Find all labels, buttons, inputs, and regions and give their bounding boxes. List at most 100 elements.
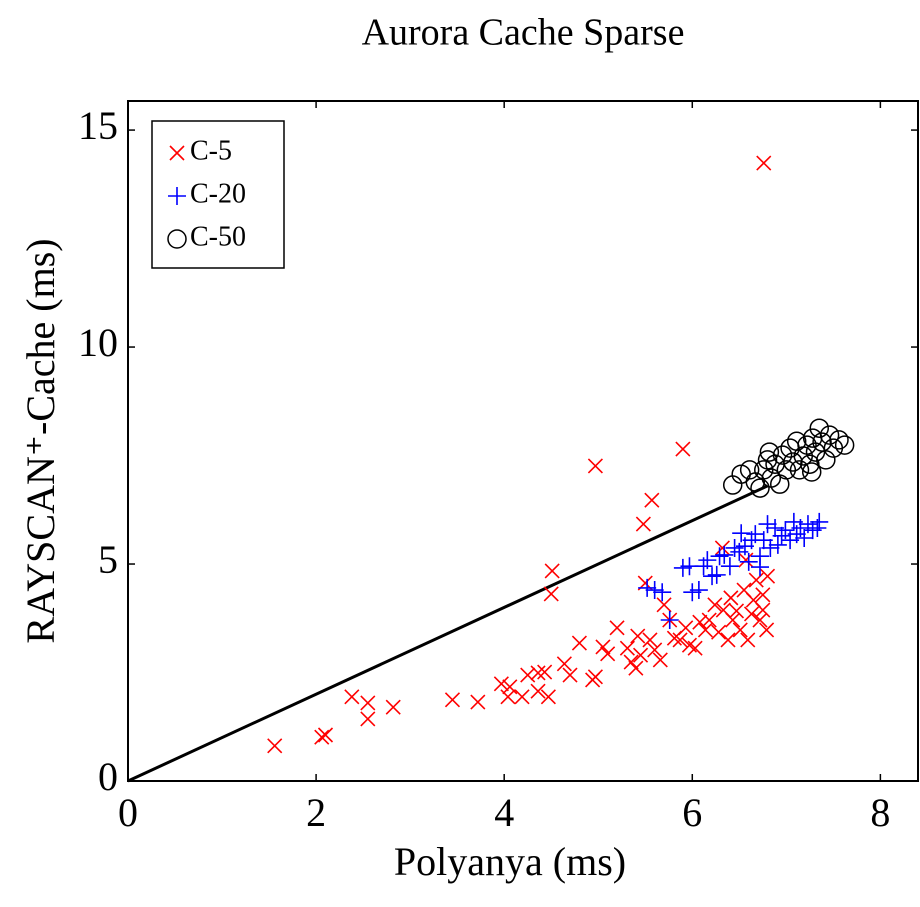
point	[755, 602, 771, 618]
legend-label: C-50	[190, 221, 246, 252]
y-tick-label: 15	[78, 103, 118, 148]
point	[761, 538, 780, 557]
point	[743, 606, 760, 622]
point	[720, 632, 736, 648]
point	[595, 639, 611, 655]
point	[725, 538, 744, 557]
point	[795, 528, 814, 547]
point	[697, 622, 714, 638]
point	[801, 462, 822, 482]
point	[829, 430, 849, 450]
point	[537, 664, 553, 680]
point	[444, 692, 461, 708]
point	[520, 667, 536, 683]
point	[530, 683, 546, 699]
point	[543, 586, 559, 602]
x-tick-label: 0	[118, 790, 138, 835]
point	[701, 612, 717, 628]
point	[810, 512, 829, 531]
point	[738, 552, 754, 568]
point	[750, 478, 770, 498]
point	[740, 632, 756, 648]
point	[707, 597, 723, 613]
point	[759, 442, 780, 462]
point	[587, 458, 603, 474]
point	[834, 435, 855, 455]
y-axis-label: RAYSCAN⁺-Cache (ms)	[18, 238, 63, 643]
point	[587, 669, 603, 685]
point	[628, 660, 644, 676]
point	[675, 441, 691, 457]
point	[783, 452, 803, 472]
point	[703, 567, 722, 586]
point	[642, 632, 658, 648]
point	[715, 545, 734, 564]
point	[739, 460, 760, 480]
point	[809, 418, 829, 438]
point	[687, 640, 703, 656]
point	[470, 694, 486, 710]
legend-box	[151, 120, 285, 269]
plot-frame	[127, 100, 919, 782]
point	[540, 689, 556, 705]
point	[493, 676, 509, 692]
point	[652, 652, 668, 668]
point	[556, 656, 572, 672]
point	[714, 540, 730, 556]
x-tick-label: 8	[870, 790, 890, 835]
point	[800, 454, 820, 474]
point	[385, 699, 401, 715]
point	[791, 519, 810, 538]
point	[360, 711, 376, 727]
point	[656, 597, 672, 613]
legend-marker	[167, 229, 187, 249]
point	[710, 547, 729, 566]
point	[500, 689, 516, 705]
point	[645, 581, 664, 600]
point	[638, 578, 657, 597]
legend-label: C-20	[190, 178, 246, 209]
legend-label: C-5	[190, 135, 232, 166]
point	[789, 460, 810, 480]
point	[632, 647, 649, 663]
y-tick-label: 10	[78, 320, 118, 365]
point	[562, 667, 578, 683]
point	[732, 524, 751, 543]
point	[732, 622, 748, 638]
x-tick-label: 2	[306, 790, 326, 835]
legend-marker	[168, 187, 186, 205]
point	[698, 551, 717, 570]
point	[653, 583, 672, 602]
point	[609, 620, 625, 636]
y-tick-label: 0	[98, 754, 118, 799]
point	[635, 516, 651, 532]
point	[728, 603, 745, 619]
point	[772, 445, 793, 465]
point	[360, 695, 376, 711]
point	[768, 535, 787, 554]
point	[623, 654, 639, 670]
point	[630, 628, 646, 644]
point	[660, 611, 679, 630]
reference-line	[127, 484, 769, 783]
point	[720, 557, 739, 576]
point	[759, 568, 776, 584]
point	[600, 646, 616, 662]
point	[530, 665, 546, 681]
point	[745, 472, 766, 492]
chart-title: Aurora Cache Sparse	[362, 12, 685, 54]
point	[752, 612, 768, 628]
point	[751, 558, 769, 577]
point	[776, 460, 797, 480]
point	[317, 727, 334, 743]
point	[571, 635, 587, 651]
point	[819, 425, 840, 445]
point	[544, 563, 560, 579]
point	[672, 632, 688, 648]
point	[758, 515, 777, 534]
x-axis-label: Polyanya (ms)	[394, 839, 626, 884]
point	[711, 624, 727, 640]
point	[756, 155, 772, 171]
point	[759, 622, 775, 638]
legend: C-5 C-20 C-50	[151, 120, 285, 269]
